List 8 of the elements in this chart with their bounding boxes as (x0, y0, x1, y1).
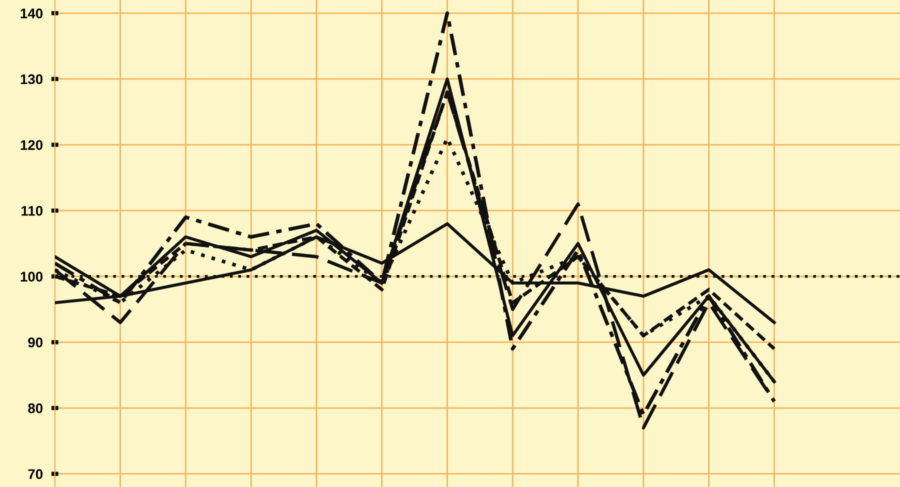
y-tick-label: 90 (28, 338, 43, 348)
y-tick-label: 140 (20, 8, 43, 18)
y-tick-label: 100 (20, 272, 43, 282)
y-tick-label: 80 (28, 403, 43, 414)
y-tick-label: 70 (28, 469, 43, 480)
y-tick-label: 130 (20, 74, 43, 84)
y-tick-label: 110 (22, 206, 43, 216)
y-tick-label: 120 (20, 140, 43, 150)
